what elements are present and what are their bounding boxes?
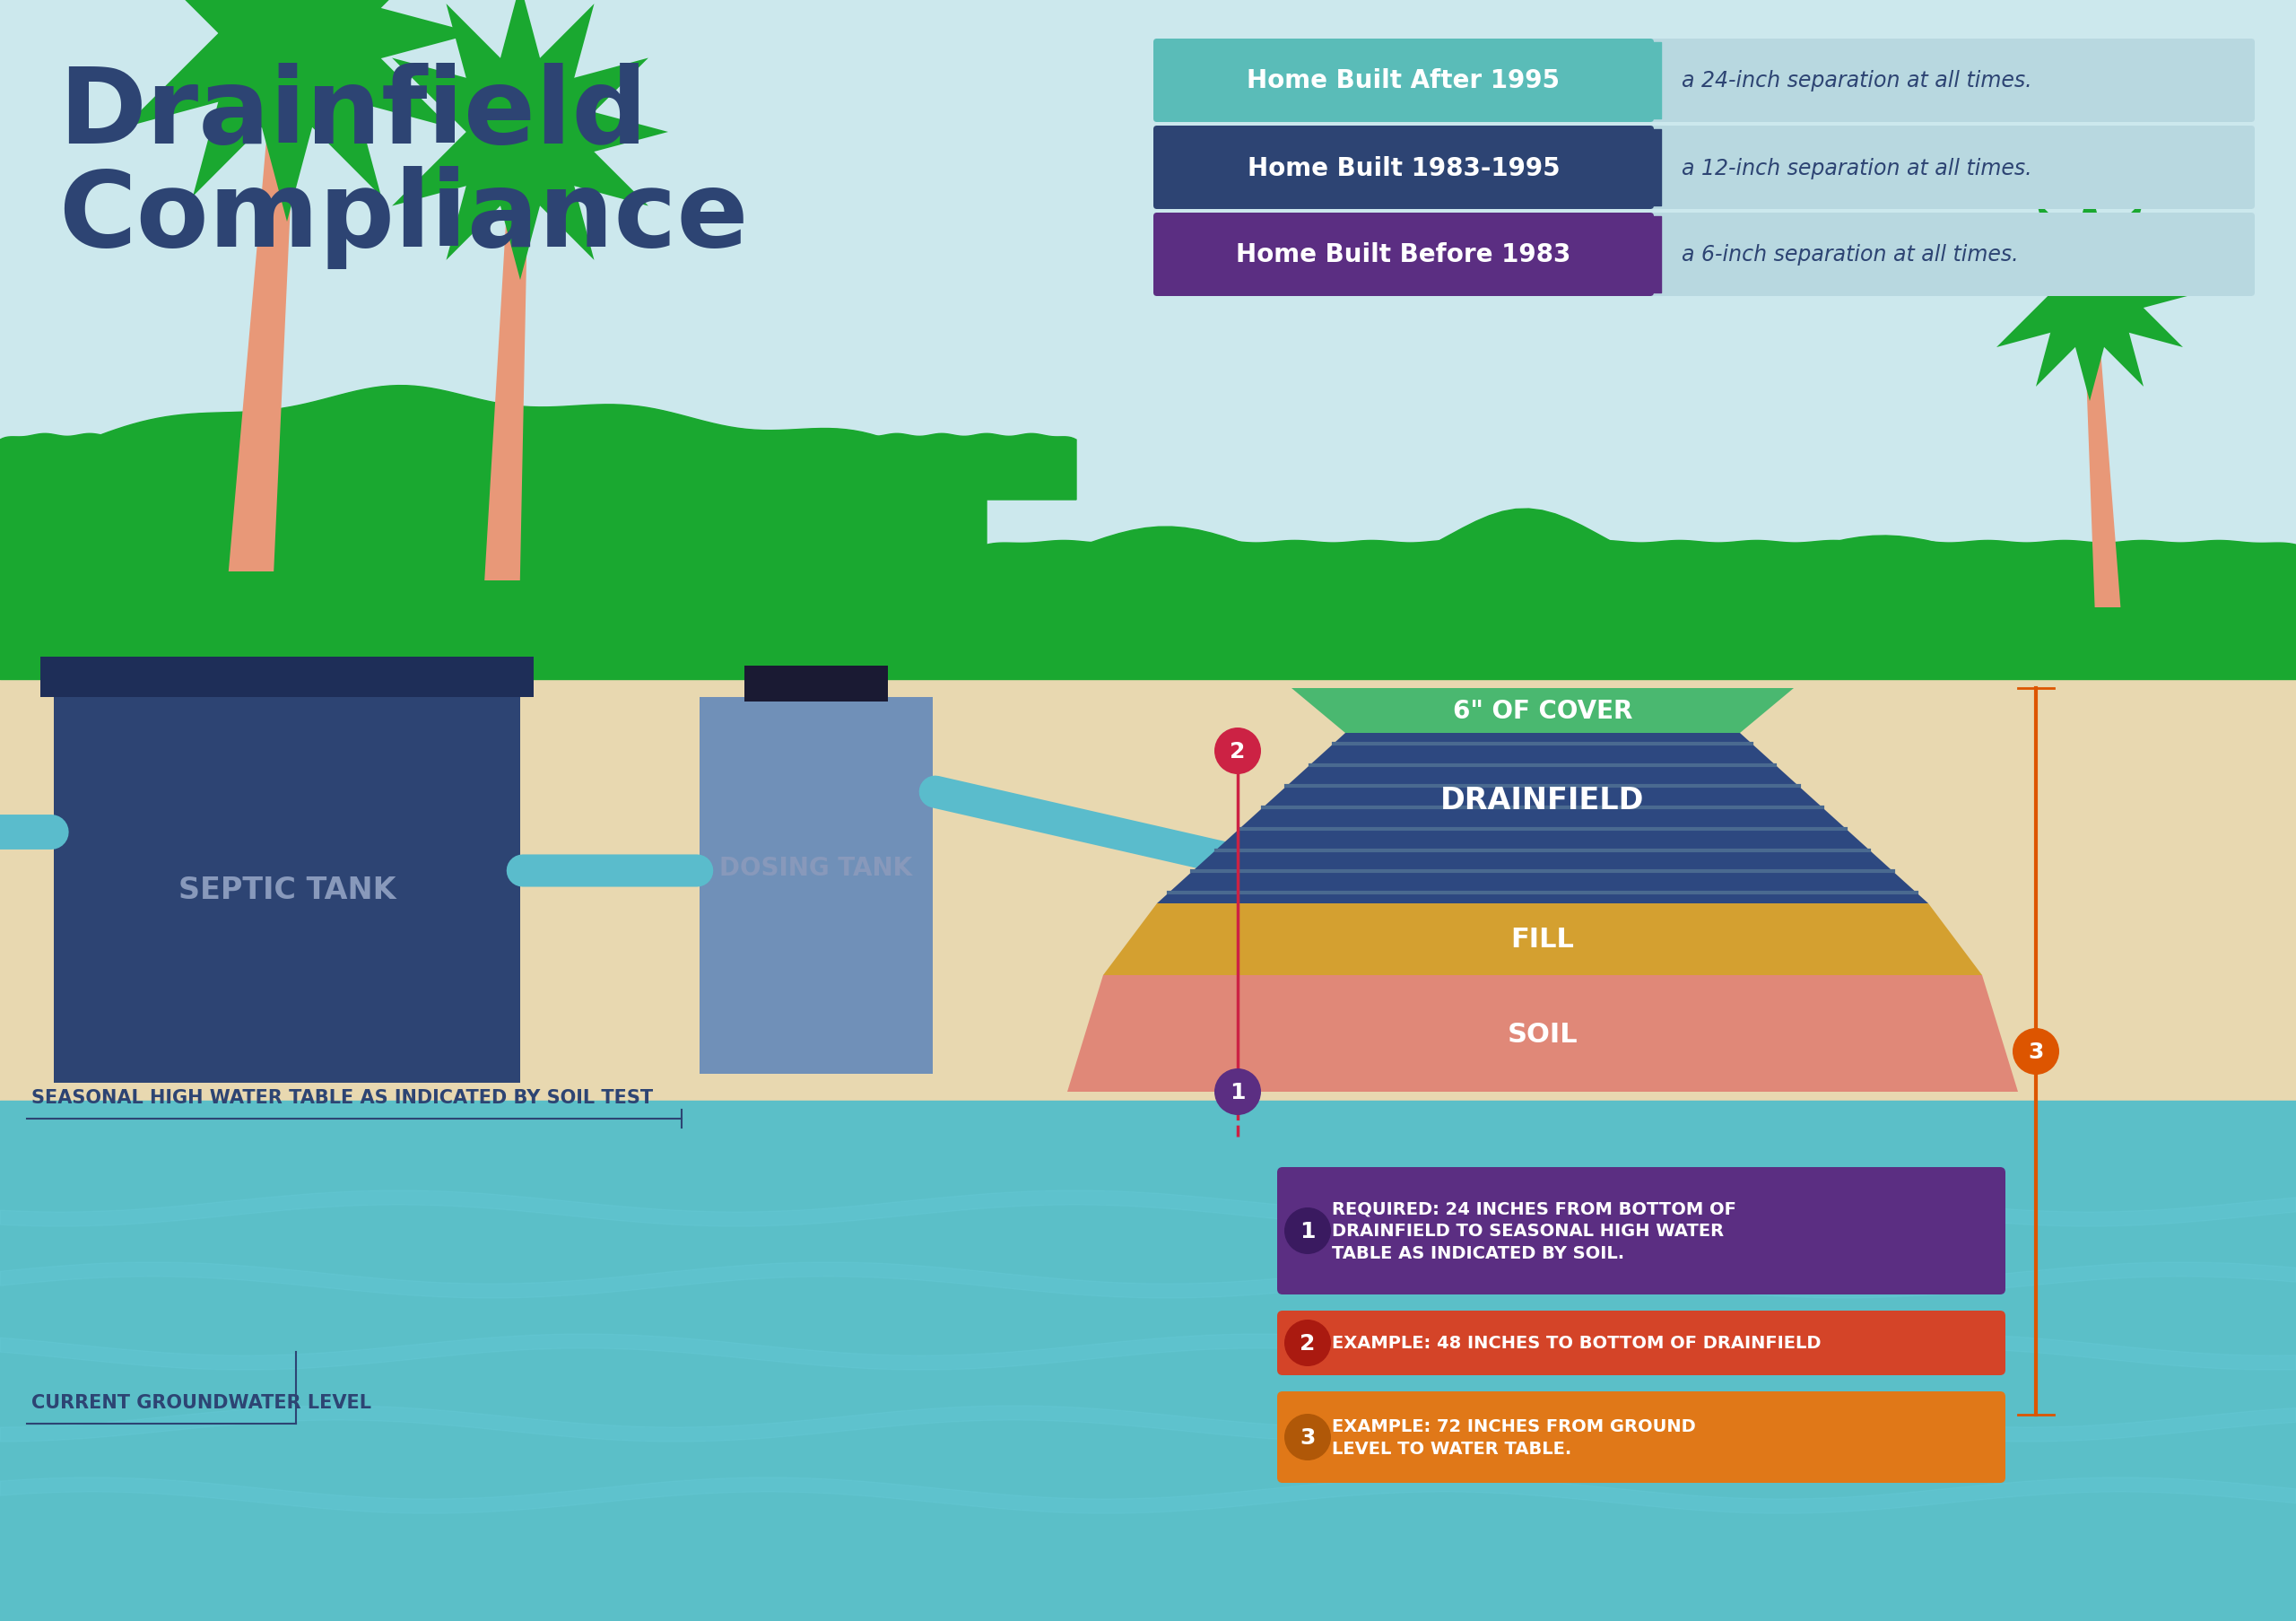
Text: 3: 3 xyxy=(2027,1041,2043,1062)
Text: REQUIRED: 24 INCHES FROM BOTTOM OF
DRAINFIELD TO SEASONAL HIGH WATER
TABLE AS IN: REQUIRED: 24 INCHES FROM BOTTOM OF DRAIN… xyxy=(1332,1200,1736,1261)
Polygon shape xyxy=(445,5,553,152)
Text: 2: 2 xyxy=(1231,741,1244,762)
Polygon shape xyxy=(262,0,450,78)
Polygon shape xyxy=(1998,240,2103,319)
Polygon shape xyxy=(480,0,560,133)
FancyBboxPatch shape xyxy=(1153,39,2255,123)
Polygon shape xyxy=(445,113,553,261)
Polygon shape xyxy=(262,0,450,128)
FancyBboxPatch shape xyxy=(1153,126,1653,209)
Polygon shape xyxy=(987,509,2296,635)
Circle shape xyxy=(1215,728,1261,775)
Text: Home Built 1983-1995: Home Built 1983-1995 xyxy=(1247,156,1559,180)
Circle shape xyxy=(2014,1028,2060,1075)
Text: SOIL: SOIL xyxy=(1508,1021,1577,1047)
Polygon shape xyxy=(236,0,338,34)
Text: 6" OF COVER: 6" OF COVER xyxy=(1453,699,1632,723)
Text: Drainfield: Drainfield xyxy=(57,63,647,167)
Polygon shape xyxy=(2089,266,2197,323)
Circle shape xyxy=(1283,1414,1332,1461)
Text: a 6-inch separation at all times.: a 6-inch separation at all times. xyxy=(1681,245,2018,266)
Polygon shape xyxy=(236,34,338,222)
Text: DOSING TANK: DOSING TANK xyxy=(719,856,912,880)
Polygon shape xyxy=(0,434,1077,501)
Polygon shape xyxy=(124,0,312,78)
Text: Home Built Before 1983: Home Built Before 1983 xyxy=(1235,243,1570,267)
Polygon shape xyxy=(124,0,312,128)
Text: FILL: FILL xyxy=(1511,927,1575,953)
Polygon shape xyxy=(1068,976,2018,1093)
Text: EXAMPLE: 48 INCHES TO BOTTOM OF DRAINFIELD: EXAMPLE: 48 INCHES TO BOTTOM OF DRAINFIE… xyxy=(1332,1334,1821,1352)
Polygon shape xyxy=(1998,269,2103,349)
Polygon shape xyxy=(2064,201,2144,308)
Polygon shape xyxy=(2037,280,2115,387)
Text: Compliance: Compliance xyxy=(57,167,748,269)
Polygon shape xyxy=(2062,293,2119,402)
FancyArrowPatch shape xyxy=(934,793,1244,862)
Circle shape xyxy=(1283,1319,1332,1367)
Polygon shape xyxy=(480,133,560,280)
Polygon shape xyxy=(193,0,331,60)
Circle shape xyxy=(1283,1208,1332,1255)
Circle shape xyxy=(1215,1068,1261,1115)
Text: Home Built After 1995: Home Built After 1995 xyxy=(1247,68,1559,94)
FancyBboxPatch shape xyxy=(1153,39,1653,123)
FancyBboxPatch shape xyxy=(41,657,533,697)
Polygon shape xyxy=(393,99,540,206)
Polygon shape xyxy=(1290,689,1793,733)
FancyBboxPatch shape xyxy=(1153,126,2255,209)
Text: DRAINFIELD: DRAINFIELD xyxy=(1440,786,1644,815)
Text: 1: 1 xyxy=(1231,1081,1244,1102)
Polygon shape xyxy=(2064,280,2144,387)
Polygon shape xyxy=(501,58,647,167)
Polygon shape xyxy=(487,5,595,152)
FancyBboxPatch shape xyxy=(1277,1311,2004,1375)
FancyBboxPatch shape xyxy=(1277,1167,2004,1295)
FancyBboxPatch shape xyxy=(1277,1391,2004,1483)
Text: a 12-inch separation at all times.: a 12-inch separation at all times. xyxy=(1681,157,2032,178)
Polygon shape xyxy=(2062,186,2119,293)
FancyBboxPatch shape xyxy=(1153,214,2255,297)
Text: 2: 2 xyxy=(1300,1332,1316,1354)
FancyBboxPatch shape xyxy=(53,697,521,1083)
FancyBboxPatch shape xyxy=(1153,214,1653,297)
Text: 3: 3 xyxy=(1300,1426,1316,1448)
FancyBboxPatch shape xyxy=(700,697,932,1075)
Polygon shape xyxy=(193,10,331,198)
Text: 1: 1 xyxy=(1300,1221,1316,1242)
Polygon shape xyxy=(1157,733,1929,905)
Circle shape xyxy=(480,94,560,172)
Polygon shape xyxy=(243,10,381,198)
Polygon shape xyxy=(1102,905,1981,976)
Text: CURRENT GROUNDWATER LEVEL: CURRENT GROUNDWATER LEVEL xyxy=(32,1394,372,1412)
Polygon shape xyxy=(287,0,475,84)
Polygon shape xyxy=(521,94,668,172)
Text: a 24-inch separation at all times.: a 24-inch separation at all times. xyxy=(1681,70,2032,92)
FancyBboxPatch shape xyxy=(744,666,889,702)
Polygon shape xyxy=(2082,293,2122,608)
Polygon shape xyxy=(393,58,540,167)
Text: SEPTIC TANK: SEPTIC TANK xyxy=(179,875,395,905)
Polygon shape xyxy=(230,34,298,572)
Polygon shape xyxy=(0,386,987,679)
Polygon shape xyxy=(484,133,528,580)
Polygon shape xyxy=(2076,240,2183,319)
Polygon shape xyxy=(2037,201,2115,308)
Polygon shape xyxy=(487,113,595,261)
Polygon shape xyxy=(987,541,2296,590)
Circle shape xyxy=(236,0,338,84)
Circle shape xyxy=(2062,266,2119,323)
Polygon shape xyxy=(2076,269,2183,349)
Polygon shape xyxy=(501,99,647,206)
Text: SEASONAL HIGH WATER TABLE AS INDICATED BY SOIL TEST: SEASONAL HIGH WATER TABLE AS INDICATED B… xyxy=(32,1088,652,1107)
Text: EXAMPLE: 72 INCHES FROM GROUND
LEVEL TO WATER TABLE.: EXAMPLE: 72 INCHES FROM GROUND LEVEL TO … xyxy=(1332,1417,1697,1457)
Polygon shape xyxy=(243,0,381,60)
